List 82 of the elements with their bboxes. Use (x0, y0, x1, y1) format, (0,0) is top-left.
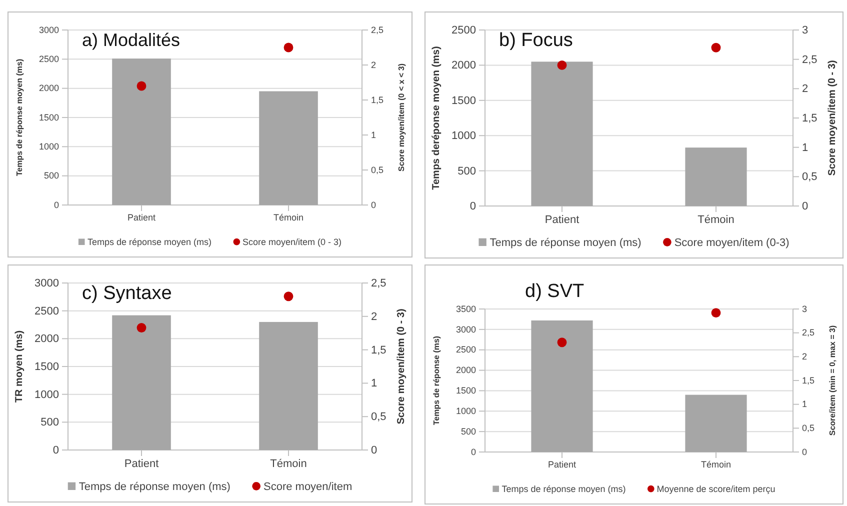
y-tick-label: 0 (470, 200, 476, 213)
legend-label: Score moyen/item (0-3) (674, 237, 790, 249)
y2-tick-label: 0 (371, 444, 378, 457)
y2-tick-label: 1,5 (802, 112, 818, 125)
y2-tick-label: 1,5 (371, 344, 386, 356)
legend-label: Score moyen/item (263, 481, 352, 493)
y-tick-label: 3000 (456, 324, 476, 334)
y-tick-label: 0 (54, 200, 59, 210)
legend-label: Temps de réponse moyen (ms) (87, 237, 212, 247)
legend-label: Temps de réponse moyen (ms) (502, 484, 626, 494)
y-tick-label: 2500 (34, 305, 59, 318)
y2-tick-label: 1,5 (802, 375, 815, 386)
y2-tick-label: 0 (371, 200, 376, 210)
legend-label: Moyenne de score/item perçu (656, 484, 776, 494)
y-tick-label: 2500 (456, 344, 476, 355)
y2-tick-label: 3 (802, 24, 808, 37)
y-tick-label: 500 (458, 165, 476, 178)
x-tick-label: Témoin (700, 459, 732, 470)
x-tick-label: Témoin (273, 212, 304, 222)
y-tick-label: 3500 (456, 304, 476, 314)
x-tick-label: Patient (548, 459, 577, 470)
y-tick-label: 2000 (456, 365, 476, 376)
y-tick-label: 3000 (38, 24, 59, 35)
y-tick-label: 1500 (34, 361, 59, 374)
y-tick-label: 2500 (452, 24, 476, 37)
y-tick-label: 3000 (34, 278, 59, 290)
y2-axis-title: Score moyen/item (0 - 3) (827, 60, 838, 176)
chart-title: c) Syntaxe (82, 283, 172, 304)
y-axis-title: TR moyen (ms) (14, 330, 25, 403)
y-tick-label: 2500 (38, 54, 59, 64)
chart-title: b) Focus (499, 30, 573, 51)
y2-tick-label: 2,5 (371, 24, 384, 35)
y2-tick-label: 2 (371, 60, 376, 70)
y2-tick-label: 2 (371, 310, 378, 323)
y2-tick-label: 2 (802, 83, 808, 96)
y2-tick-label: 2,5 (802, 54, 818, 66)
y2-tick-label: 1 (802, 142, 808, 154)
y-tick-label: 1000 (456, 406, 476, 416)
y2-tick-label: 0 (802, 446, 808, 457)
y2-tick-label: 0,5 (371, 164, 384, 175)
y2-axis-title: Score moyen/item (0 - 3) (396, 308, 407, 424)
y2-tick-label: 1,5 (371, 94, 384, 105)
y-tick-label: 1500 (38, 112, 59, 122)
chart-title: d) SVT (525, 281, 585, 302)
y-axis-title: Temps deréponse moyen (ms) (431, 46, 442, 190)
y-tick-label: 500 (44, 170, 59, 181)
x-tick-label: Patient (544, 214, 580, 226)
y2-tick-label: 1 (802, 399, 808, 410)
legend-label: Temps de réponse moyen (ms) (78, 481, 230, 493)
y2-tick-label: 2 (802, 352, 808, 362)
y-tick-label: 0 (52, 444, 59, 457)
y2-tick-label: 0,5 (371, 411, 386, 424)
x-tick-label: Patient (124, 458, 159, 470)
y2-tick-label: 3 (802, 304, 808, 314)
y-tick-label: 500 (460, 426, 476, 436)
y-tick-label: 1500 (452, 94, 476, 107)
legend-label: Score moyen/item (0 - 3) (242, 237, 342, 247)
y2-tick-label: 0,5 (802, 171, 818, 184)
x-tick-label: Témoin (698, 214, 734, 226)
y2-tick-label: 1 (371, 130, 376, 140)
legend-label: Temps de réponse moyen (ms) (490, 237, 642, 249)
y2-axis-title: Score/item (min = 0, max = 3) (828, 325, 837, 436)
y-tick-label: 500 (40, 416, 59, 429)
x-tick-label: Patient (127, 212, 156, 222)
y-tick-label: 2000 (38, 83, 59, 94)
y-tick-label: 2000 (452, 60, 476, 72)
chart-title: a) Modalités (82, 30, 180, 50)
y2-tick-label: 1 (371, 378, 378, 390)
y2-tick-label: 2,5 (371, 278, 386, 290)
y2-tick-label: 2,5 (802, 328, 815, 338)
y-tick-label: 1000 (38, 142, 59, 152)
y-axis-title: Temps de réponse moyen (ms) (15, 58, 24, 176)
y-tick-label: 2000 (34, 333, 59, 346)
y2-axis-title: Score moyen/item (0 < x < 3) (397, 63, 406, 172)
y-axis-title: Temps de réponse (ms) (432, 336, 441, 426)
y-tick-label: 1500 (456, 386, 476, 396)
y-tick-label: 1000 (452, 130, 476, 142)
y2-tick-label: 0,5 (802, 423, 815, 434)
x-tick-label: Témoin (270, 458, 307, 470)
y2-tick-label: 0 (802, 200, 808, 213)
y-tick-label: 1000 (34, 388, 59, 401)
y-tick-label: 0 (470, 446, 476, 457)
